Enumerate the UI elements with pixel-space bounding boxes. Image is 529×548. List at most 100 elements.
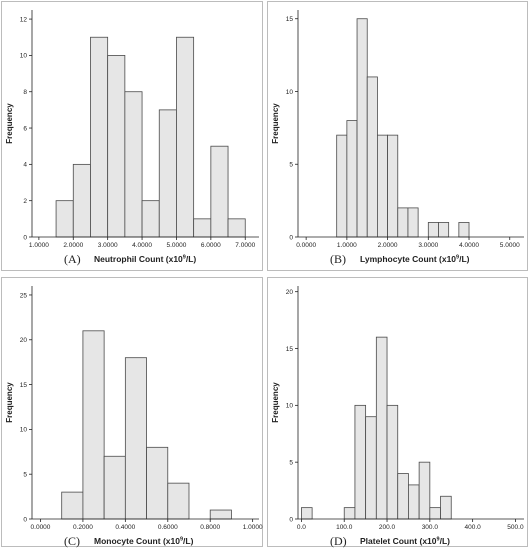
histogram-c-x-tick-label-5: 1.0000 bbox=[243, 524, 263, 531]
histogram-d-x-tick-label-1: 100.0 bbox=[336, 524, 353, 531]
histogram-a-x-tick-label-4: 5.0000 bbox=[167, 242, 187, 249]
histogram-a-bar-1 bbox=[72, 163, 91, 238]
histogram-d-x-tick-label-4: 400.0 bbox=[464, 524, 481, 531]
histogram-b-bar-8 bbox=[427, 222, 439, 238]
histogram-c-bar-1 bbox=[82, 330, 105, 520]
histogram-c-y-tick-label-0: 0 bbox=[23, 516, 27, 523]
histogram-d-x-tick-label-0: 0.0 bbox=[297, 524, 306, 531]
histogram-c-svg: 0 5 10 15 20 25 0.0000 0.2000 0.4000 0.6000 0.8000… bbox=[5, 286, 263, 548]
histogram-a-x-tick-label-6: 7.0000 bbox=[235, 242, 255, 249]
histogram-d-x-tick-label-3: 300.0 bbox=[422, 524, 439, 531]
histogram-b-x-tick-label-0: 0.0000 bbox=[296, 242, 316, 249]
histogram-b-bar-6 bbox=[397, 207, 409, 238]
histogram-d-y-tick-label-2: 10 bbox=[286, 403, 294, 410]
histogram-a-x-tick-label-2: 3.0000 bbox=[98, 242, 118, 249]
histogram-a-y-tick-label-4: 8 bbox=[23, 89, 27, 96]
histogram-a-y-tick-label-1: 2 bbox=[23, 198, 27, 205]
histogram-a-bar-4 bbox=[124, 91, 143, 238]
histogram-a-svg: 0 2 4 6 8 10 12 1.0000 2.0000 3.0000 4.0000 5.0000 6… bbox=[5, 10, 259, 266]
histogram-b-y-axis-label: Frequency bbox=[271, 103, 280, 144]
histogram-d-bar-2 bbox=[354, 404, 367, 520]
histogram-d-bar-6 bbox=[397, 473, 409, 520]
histogram-b-y-tick-label-2: 10 bbox=[286, 89, 294, 96]
histogram-a-y-tick-label-5: 10 bbox=[20, 53, 28, 60]
histogram-b-y-tick-label-0: 0 bbox=[289, 234, 293, 241]
histogram-c-bar-4 bbox=[146, 446, 169, 520]
histogram-c-x-tick-label-1: 0.2000 bbox=[73, 524, 93, 531]
histogram-c-bar-3 bbox=[124, 357, 147, 520]
histogram-d-y-tick-label-1: 5 bbox=[289, 459, 293, 466]
histogram-b-bar-10 bbox=[458, 222, 470, 238]
histogram-a-y-tick-label-6: 12 bbox=[20, 16, 28, 23]
histogram-c-y-axis-label: Frequency bbox=[5, 382, 14, 423]
histogram-c-y-tick-label-2: 10 bbox=[20, 427, 28, 434]
histogram-d-bar-3 bbox=[365, 416, 377, 520]
histogram-a-x-axis-label: Neutrophil Count (x109/L) bbox=[94, 254, 196, 264]
histogram-d-panel-label: (D) bbox=[330, 534, 347, 548]
histogram-a-bar-3 bbox=[107, 55, 126, 238]
histogram-b-y-tick-label-1: 5 bbox=[289, 162, 293, 169]
histogram-b-y-tick-label-3: 15 bbox=[286, 16, 294, 23]
histogram-a-x-tick-label-0: 1.0000 bbox=[29, 242, 49, 249]
histogram-b-x-tick-label-3: 3.0000 bbox=[418, 242, 438, 249]
histogram-d-bar-7 bbox=[408, 484, 420, 520]
histogram-c-bar-5 bbox=[167, 482, 190, 520]
histogram-a-x-tick-label-5: 6.0000 bbox=[201, 242, 221, 249]
histogram-a-x-tick-label-3: 4.0000 bbox=[132, 242, 152, 249]
histogram-b-bar-3 bbox=[366, 76, 378, 238]
histogram-b-x-axis-label: Lymphocyte Count (x109/L) bbox=[360, 254, 470, 264]
histogram-b-x-tick-label-5: 5.0000 bbox=[500, 242, 520, 249]
histogram-d-bar-8 bbox=[418, 461, 431, 520]
histogram-panel-b: 0 5 10 15 0.0000 1.0000 2.0000 3.0000 4.0000 5.00… bbox=[267, 1, 528, 271]
histogram-d-y-tick-label-3: 15 bbox=[286, 346, 294, 353]
histogram-b-bar-7 bbox=[407, 207, 419, 238]
histogram-b-bar-0 bbox=[336, 134, 348, 238]
histogram-d-x-tick-label-2: 200.0 bbox=[379, 524, 396, 531]
histogram-b-bar-1 bbox=[346, 120, 358, 238]
histogram-a-bar-10 bbox=[227, 218, 246, 238]
histogram-c-y-tick-label-5: 25 bbox=[20, 292, 28, 299]
histogram-a-bar-5 bbox=[141, 200, 160, 238]
histogram-c-x-tick-label-2: 0.4000 bbox=[115, 524, 135, 531]
histogram-d-x-axis-label: Platelet Count (x109/L) bbox=[360, 536, 450, 546]
histogram-c-bar-0 bbox=[61, 491, 84, 520]
histogram-c-y-tick-label-3: 15 bbox=[20, 382, 28, 389]
histogram-d-bar-5 bbox=[386, 404, 399, 520]
histogram-a-y-tick-label-2: 4 bbox=[23, 162, 27, 169]
histogram-c-x-axis-label: Monocyte Count (x109/L) bbox=[94, 536, 194, 546]
histogram-d-bar-4 bbox=[375, 336, 388, 520]
histogram-d-bar-0 bbox=[301, 507, 313, 520]
histogram-panel-d: 0 5 10 15 20 0.0 100.0 200.0 300.0 400.0 500.0 Freq… bbox=[267, 277, 528, 548]
histogram-d-x-tick-label-5: 500.0 bbox=[507, 524, 524, 531]
histogram-c-bar-6 bbox=[209, 509, 232, 520]
histogram-a-bar-6 bbox=[158, 109, 177, 238]
histogram-a-bar-0 bbox=[55, 200, 74, 238]
histogram-b-x-tick-label-1: 1.0000 bbox=[337, 242, 357, 249]
histogram-d-bar-9 bbox=[429, 507, 441, 520]
histogram-a-bar-7 bbox=[176, 36, 195, 238]
histogram-b-bar-2 bbox=[356, 18, 368, 238]
histogram-b-svg: 0 5 10 15 0.0000 1.0000 2.0000 3.0000 4.0000 5.00… bbox=[271, 10, 524, 266]
histogram-a-bar-2 bbox=[90, 36, 109, 238]
histogram-c-y-tick-label-4: 20 bbox=[20, 337, 28, 344]
histogram-b-x-tick-label-2: 2.0000 bbox=[378, 242, 398, 249]
histogram-panel-a: 0 2 4 6 8 10 12 1.0000 2.0000 3.0000 4.0000 5.0000 6… bbox=[1, 1, 263, 271]
histogram-c-panel-label: (C) bbox=[64, 534, 80, 548]
histogram-d-y-axis-label: Frequency bbox=[271, 382, 280, 423]
histogram-b-bar-9 bbox=[438, 222, 450, 238]
histogram-b-bar-5 bbox=[387, 134, 399, 238]
histogram-b-panel-label: (B) bbox=[330, 252, 346, 266]
histogram-panel-c: 0 5 10 15 20 25 0.0000 0.2000 0.4000 0.6000 0.8000… bbox=[1, 277, 263, 548]
histogram-d-y-tick-label-4: 20 bbox=[286, 289, 294, 296]
histogram-a-y-axis-label: Frequency bbox=[5, 103, 14, 144]
histogram-d-y-tick-label-0: 0 bbox=[289, 516, 293, 523]
histogram-d-bar-10 bbox=[440, 495, 452, 520]
histogram-b-x-tick-label-4: 4.0000 bbox=[459, 242, 479, 249]
histogram-c-x-tick-label-4: 0.8000 bbox=[200, 524, 220, 531]
histogram-c-bar-2 bbox=[103, 455, 126, 520]
histogram-a-y-tick-label-0: 0 bbox=[23, 234, 27, 241]
histogram-b-bar-4 bbox=[377, 134, 388, 238]
histogram-d-bar-1 bbox=[343, 507, 356, 520]
histogram-c-x-tick-label-3: 0.6000 bbox=[158, 524, 178, 531]
